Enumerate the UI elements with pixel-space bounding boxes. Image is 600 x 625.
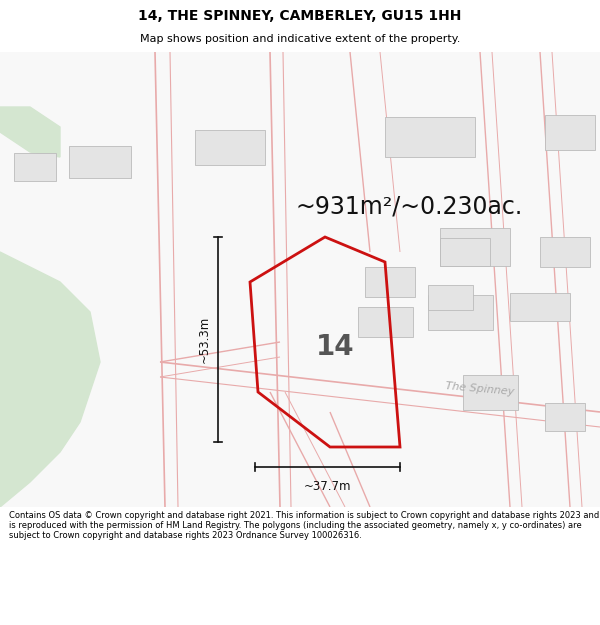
- Bar: [510, 293, 570, 321]
- Polygon shape: [0, 252, 100, 507]
- Text: Map shows position and indicative extent of the property.: Map shows position and indicative extent…: [140, 34, 460, 44]
- Bar: [385, 117, 475, 157]
- Bar: [545, 114, 595, 149]
- Bar: [463, 374, 517, 409]
- Polygon shape: [0, 107, 60, 157]
- Text: ~931m²/~0.230ac.: ~931m²/~0.230ac.: [295, 195, 522, 219]
- Bar: [540, 237, 590, 267]
- Text: Contains OS data © Crown copyright and database right 2021. This information is : Contains OS data © Crown copyright and d…: [9, 511, 599, 541]
- Bar: [440, 228, 510, 266]
- Text: ~37.7m: ~37.7m: [304, 481, 351, 494]
- Text: 14: 14: [316, 333, 355, 361]
- Bar: [427, 284, 473, 309]
- Bar: [358, 307, 413, 337]
- Bar: [440, 238, 490, 266]
- Bar: [195, 129, 265, 164]
- Bar: [365, 267, 415, 297]
- Text: 14, THE SPINNEY, CAMBERLEY, GU15 1HH: 14, THE SPINNEY, CAMBERLEY, GU15 1HH: [139, 9, 461, 22]
- Text: The Spinney: The Spinney: [445, 381, 515, 397]
- Bar: [545, 403, 585, 431]
- Bar: [69, 146, 131, 178]
- Bar: [14, 153, 56, 181]
- Bar: [427, 294, 493, 329]
- Text: ~53.3m: ~53.3m: [197, 316, 211, 363]
